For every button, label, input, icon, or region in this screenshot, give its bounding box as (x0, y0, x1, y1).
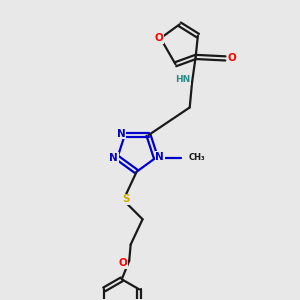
Text: CH₃: CH₃ (188, 153, 205, 162)
Text: N: N (155, 152, 164, 162)
Text: N: N (117, 129, 126, 139)
Text: N: N (109, 153, 118, 163)
Text: O: O (118, 258, 127, 268)
Text: S: S (122, 194, 129, 204)
Text: HN: HN (175, 75, 190, 84)
Text: O: O (154, 33, 164, 43)
Text: O: O (227, 53, 236, 63)
